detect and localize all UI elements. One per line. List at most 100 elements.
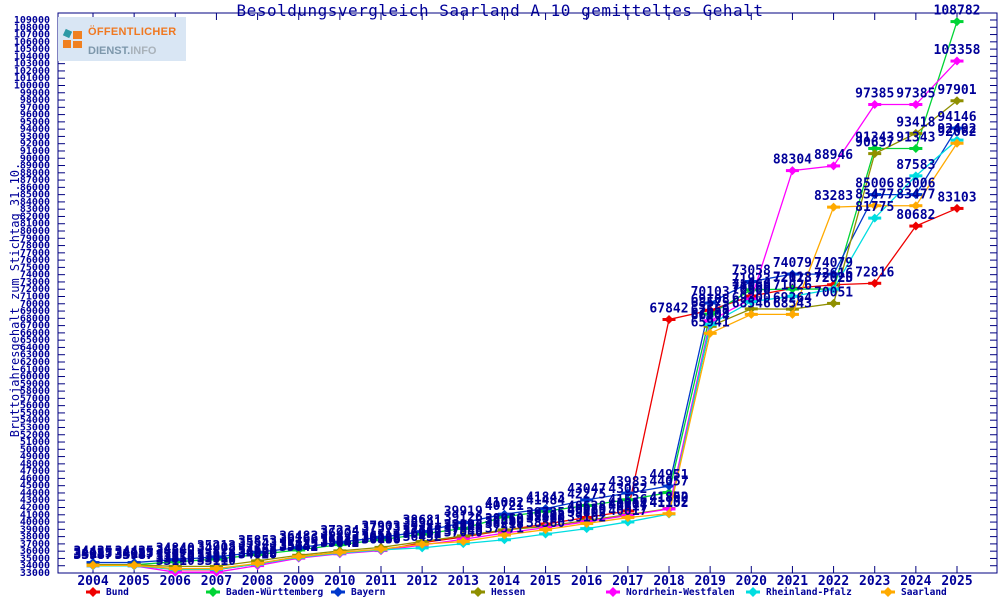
svg-text:34262: 34262 — [238, 546, 277, 561]
svg-text:39000: 39000 — [20, 524, 50, 535]
svg-text:92062: 92062 — [937, 125, 976, 140]
svg-text:37640: 37640 — [444, 521, 483, 536]
svg-text:37571: 37571 — [485, 522, 524, 537]
svg-text:50000: 50000 — [20, 444, 50, 455]
legend-marker-saarland — [881, 587, 895, 597]
svg-text:63000: 63000 — [20, 350, 50, 361]
svg-text:2011: 2011 — [365, 574, 396, 589]
svg-text:35000: 35000 — [20, 553, 50, 564]
logo-square-teal — [62, 28, 73, 38]
svg-text:76000: 76000 — [20, 255, 50, 266]
svg-text:72118: 72118 — [773, 270, 812, 285]
svg-text:2012: 2012 — [406, 574, 437, 589]
svg-text:68546: 68546 — [732, 296, 771, 311]
svg-text:36166: 36166 — [279, 532, 318, 547]
svg-text:73000: 73000 — [20, 277, 50, 288]
svg-text:97385: 97385 — [855, 87, 894, 102]
svg-text:38960: 38960 — [526, 512, 565, 527]
svg-text:58000: 58000 — [20, 386, 50, 397]
svg-text:34540: 34540 — [156, 544, 195, 559]
svg-text:66904: 66904 — [691, 308, 730, 323]
svg-text:83103: 83103 — [937, 190, 976, 205]
svg-text:43047: 43047 — [567, 482, 606, 497]
svg-text:97000: 97000 — [20, 102, 50, 113]
svg-text:2019: 2019 — [694, 574, 725, 589]
svg-text:35842: 35842 — [320, 534, 359, 549]
svg-text:2020: 2020 — [736, 574, 767, 589]
svg-text:80000: 80000 — [20, 226, 50, 237]
svg-text:38102: 38102 — [444, 518, 483, 533]
svg-text:33110: 33110 — [197, 554, 236, 569]
svg-text:93000: 93000 — [20, 131, 50, 142]
svg-text:71060: 71060 — [732, 278, 771, 293]
svg-text:49000: 49000 — [20, 452, 50, 463]
svg-text:39802: 39802 — [567, 506, 606, 521]
legend-marker-baden-w-rttemberg — [206, 587, 220, 597]
svg-text:40000: 40000 — [20, 517, 50, 528]
svg-text:39235: 39235 — [526, 510, 565, 525]
svg-text:91343: 91343 — [896, 130, 935, 145]
legend-label: Nordrhein-Westfalen — [626, 586, 735, 598]
svg-text:43000: 43000 — [20, 495, 50, 506]
legend-label: Hessen — [491, 586, 526, 598]
svg-text:96000: 96000 — [20, 110, 50, 121]
svg-text:72020: 72020 — [814, 271, 853, 286]
svg-text:34908: 34908 — [197, 541, 236, 556]
svg-text:90000: 90000 — [20, 153, 50, 164]
svg-text:34435: 34435 — [73, 545, 112, 560]
svg-text:48000: 48000 — [20, 459, 50, 470]
svg-text:41152: 41152 — [649, 496, 688, 511]
svg-text:41800: 41800 — [649, 491, 688, 506]
svg-text:2022: 2022 — [818, 574, 849, 589]
svg-text:2006: 2006 — [160, 574, 191, 589]
svg-text:72000: 72000 — [20, 284, 50, 295]
svg-text:35836: 35836 — [320, 534, 359, 549]
svg-text:36519: 36519 — [361, 529, 400, 544]
svg-text:103358: 103358 — [934, 43, 981, 58]
svg-text:2013: 2013 — [448, 574, 479, 589]
logo-text-info: INFO — [130, 45, 157, 57]
svg-text:39919: 39919 — [444, 505, 483, 520]
svg-text:67159: 67159 — [691, 306, 730, 321]
svg-text:85006: 85006 — [896, 177, 935, 192]
svg-text:2008: 2008 — [242, 574, 273, 589]
series-line-2 — [86, 123, 964, 568]
legend-marker-hessen — [471, 587, 485, 597]
svg-text:41843: 41843 — [526, 491, 565, 506]
svg-text:2004: 2004 — [77, 574, 108, 589]
svg-text:34127: 34127 — [115, 547, 154, 562]
svg-text:71026: 71026 — [773, 278, 812, 293]
legend-item-rheinland-pfalz: Rheinland-Pfalz — [745, 586, 852, 598]
svg-text:74000: 74000 — [20, 270, 50, 281]
svg-text:67000: 67000 — [20, 321, 50, 332]
svg-text:40617: 40617 — [608, 500, 647, 515]
svg-text:34220: 34220 — [238, 546, 277, 561]
logo-text-dienst: DIENST. — [88, 45, 131, 57]
svg-text:38218: 38218 — [485, 517, 524, 532]
svg-text:67842: 67842 — [649, 301, 688, 316]
svg-text:103000: 103000 — [14, 59, 50, 70]
svg-text:109000: 109000 — [14, 15, 50, 26]
svg-text:44057: 44057 — [649, 475, 688, 490]
svg-text:104000: 104000 — [14, 51, 50, 62]
svg-text:2014: 2014 — [489, 574, 520, 589]
svg-text:34047: 34047 — [115, 547, 154, 562]
svg-text:69108: 69108 — [691, 292, 730, 307]
plot-border — [57, 12, 998, 574]
logo-link[interactable]: ÖFFENTLICHER DIENST.INFO — [58, 17, 186, 61]
svg-text:107000: 107000 — [14, 30, 50, 41]
series-line-4 — [86, 56, 964, 577]
svg-text:61000: 61000 — [20, 364, 50, 375]
svg-text:40628: 40628 — [567, 499, 606, 514]
svg-text:37040: 37040 — [444, 526, 483, 541]
svg-text:92000: 92000 — [20, 139, 50, 150]
legend-item-bund: Bund — [85, 586, 129, 598]
svg-text:2021: 2021 — [777, 574, 808, 589]
svg-text:33510: 33510 — [197, 551, 236, 566]
svg-text:43983: 43983 — [608, 475, 647, 490]
svg-text:36286: 36286 — [361, 531, 400, 546]
svg-text:34135: 34135 — [73, 547, 112, 562]
svg-text:78000: 78000 — [20, 241, 50, 252]
svg-text:36186: 36186 — [361, 532, 400, 547]
svg-text:69264: 69264 — [773, 291, 812, 306]
